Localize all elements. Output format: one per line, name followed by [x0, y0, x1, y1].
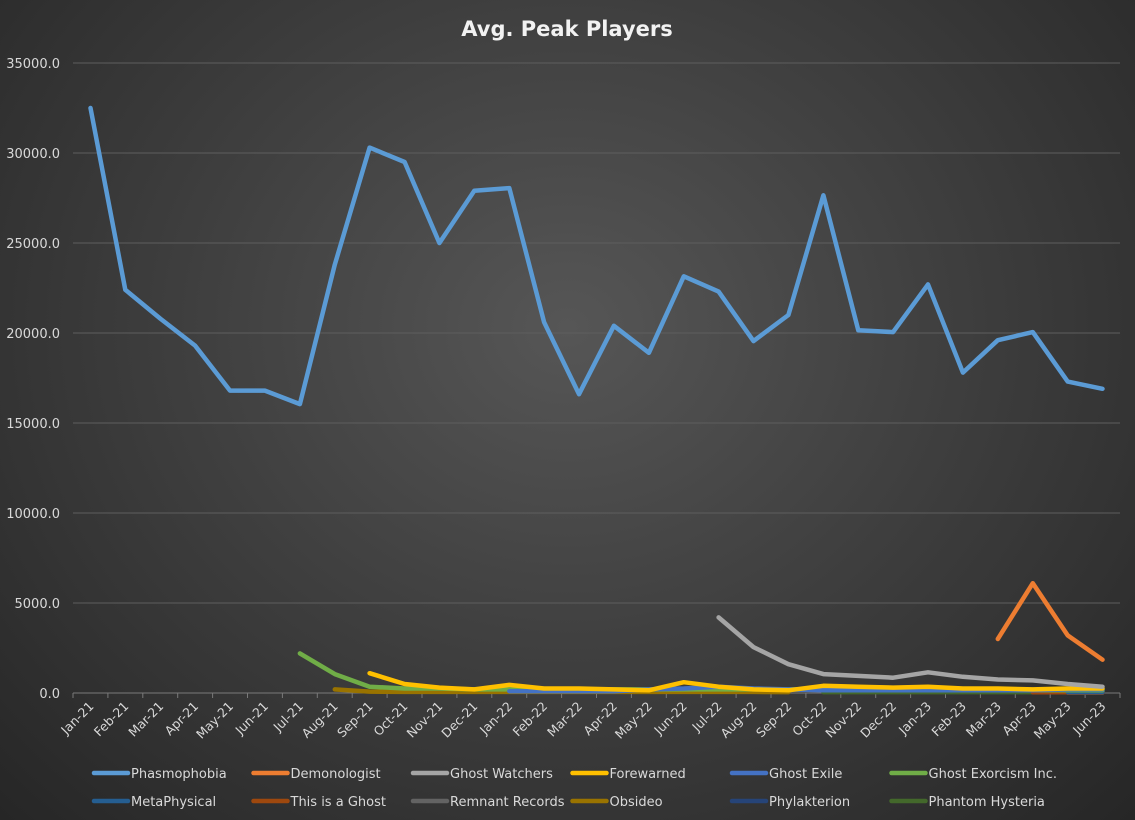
x-tick-label: Feb-22	[510, 699, 551, 740]
legend-label: Obsideo	[610, 795, 663, 810]
x-tick-label: Sep-21	[334, 699, 376, 741]
legend-item: Ghost Exorcism Inc.	[889, 767, 1057, 782]
series-line-phasmophobia	[88, 105, 1105, 407]
x-tick-label: Mar-23	[963, 699, 1004, 740]
x-tick-label: Mar-22	[544, 699, 585, 740]
chart-title: Avg. Peak Players	[461, 17, 673, 41]
legend-label: Demonologist	[291, 767, 381, 782]
x-tick-label: Feb-21	[91, 699, 132, 740]
legend-item: Phasmophobia	[91, 767, 227, 782]
x-tick-label: Aug-22	[717, 699, 759, 741]
x-tick-label: Sep-22	[753, 699, 795, 741]
x-tick-label: Jan-21	[57, 699, 96, 738]
x-tick-label: May-21	[193, 699, 236, 742]
x-tick-label: Dec-22	[857, 699, 899, 741]
legend-label: Ghost Exorcism Inc.	[929, 767, 1057, 782]
x-tick-label: Jun-22	[650, 699, 690, 739]
x-tick-label: Jun-21	[232, 699, 272, 739]
y-tick-label: 15000.0	[6, 417, 60, 432]
x-tick-label: Oct-22	[789, 699, 829, 739]
x-tick-label: Nov-21	[404, 699, 446, 741]
y-tick-label: 5000.0	[15, 597, 61, 612]
legend-label: Ghost Exile	[769, 767, 842, 782]
legend-item: Phylakterion	[729, 795, 850, 810]
x-tick-label: Jan-23	[895, 699, 934, 738]
y-tick-label: 30000.0	[6, 147, 60, 162]
x-tick-label: Oct-21	[370, 699, 410, 739]
x-tick-label: Mar-21	[125, 699, 166, 740]
legend-item: Obsideo	[570, 795, 663, 810]
legend-item: MetaPhysical	[91, 795, 216, 810]
legend-label: Forewarned	[610, 767, 686, 782]
legend-label: Ghost Watchers	[450, 767, 553, 782]
legend-item: Forewarned	[570, 767, 686, 782]
legend-label: Phylakterion	[769, 795, 850, 810]
legend-item: Ghost Exile	[729, 767, 842, 782]
legend-label: Remnant Records	[450, 795, 565, 810]
legend-label: Phantom Hysteria	[929, 795, 1045, 810]
y-tick-label: 35000.0	[6, 57, 60, 72]
y-tick-label: 20000.0	[6, 327, 60, 342]
y-tick-label: 10000.0	[6, 507, 60, 522]
y-tick-label: 25000.0	[6, 237, 60, 252]
legend-item: Remnant Records	[410, 795, 565, 810]
x-tick-label: May-23	[1031, 699, 1074, 742]
legend-label: MetaPhysical	[131, 795, 216, 810]
y-tick-label: 0.0	[39, 687, 60, 702]
x-tick-label: Aug-21	[299, 699, 341, 741]
legend-label: Phasmophobia	[131, 767, 227, 782]
series-line-ghost-watchers	[716, 615, 1105, 689]
series-line-demonologist	[995, 580, 1105, 662]
legend-label: This is a Ghost	[290, 795, 386, 810]
series-line-forewarned	[367, 670, 1105, 693]
legend-item: Ghost Watchers	[410, 767, 553, 782]
x-tick-label: May-22	[612, 699, 655, 742]
legend-item: This is a Ghost	[251, 795, 386, 810]
legend-item: Phantom Hysteria	[889, 795, 1045, 810]
x-tick-label: Nov-22	[822, 699, 864, 741]
x-tick-label: Dec-21	[438, 699, 480, 741]
x-tick-label: Feb-23	[928, 699, 969, 740]
legend-item: Demonologist	[251, 767, 381, 782]
x-tick-label: Jan-22	[476, 699, 515, 738]
x-tick-label: Jun-23	[1069, 699, 1109, 739]
